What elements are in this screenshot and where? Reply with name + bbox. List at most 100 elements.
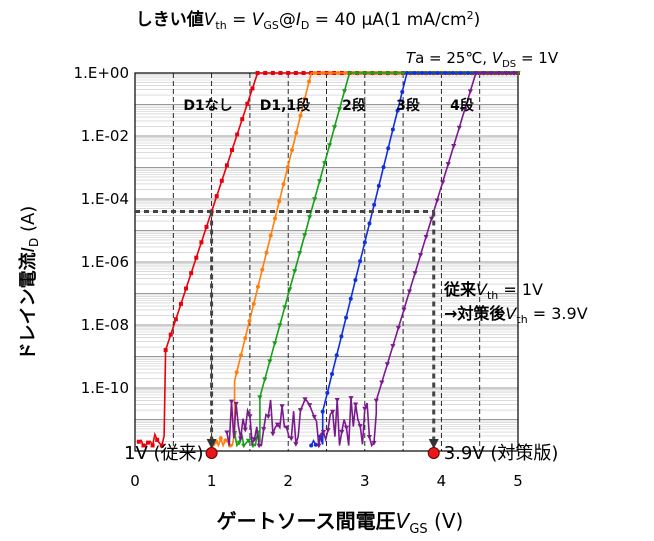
- data-point: [326, 143, 333, 148]
- data-point: [377, 71, 383, 76]
- data-point: [390, 344, 396, 349]
- data-point: [330, 409, 336, 415]
- data-point: [273, 216, 278, 221]
- data-point: [400, 89, 405, 94]
- vth-marker-dot: [427, 447, 440, 459]
- data-point: [427, 71, 432, 75]
- data-point: [293, 71, 298, 75]
- data-point: [353, 402, 359, 408]
- data-point: [330, 372, 335, 377]
- data-point: [224, 163, 229, 168]
- vth-arrow: [206, 439, 217, 449]
- vth-annotation: 従来Vth = 1V →対策後Vth = 3.9V: [443, 280, 588, 326]
- data-point: [311, 414, 317, 420]
- data-point: [294, 130, 299, 135]
- data-point: [251, 301, 256, 306]
- data-point: [184, 286, 189, 291]
- data-point: [240, 117, 245, 122]
- x-tick-label: 2: [283, 472, 293, 490]
- data-point: [331, 125, 338, 130]
- data-point: [362, 406, 368, 412]
- data-point: [281, 182, 286, 187]
- data-point: [369, 71, 376, 76]
- data-point: [150, 443, 155, 448]
- data-point: [348, 396, 354, 401]
- y-tick-label: 1.E-04: [81, 190, 129, 208]
- data-point: [242, 427, 248, 433]
- data-point: [189, 271, 194, 276]
- data-point: [385, 71, 391, 76]
- data-point: [456, 125, 462, 131]
- data-point: [462, 107, 468, 113]
- data-point: [155, 437, 160, 442]
- data-point: [429, 216, 435, 222]
- data-point: [230, 147, 235, 152]
- data-point: [173, 317, 178, 322]
- data-point: [285, 165, 290, 170]
- data-point: [290, 147, 295, 152]
- data-point: [243, 336, 248, 341]
- data-point: [381, 165, 386, 170]
- data-point: [307, 79, 312, 84]
- data-point: [316, 443, 322, 449]
- data-point: [390, 127, 395, 132]
- data-point: [312, 197, 318, 202]
- data-point: [373, 398, 379, 404]
- x-tick-label: 0: [130, 472, 140, 490]
- series-layer: D1なし D1,1段 2段 3段 4段: [136, 71, 521, 449]
- series-5: 4段: [224, 71, 518, 449]
- data-point: [317, 179, 323, 184]
- data-point: [218, 436, 223, 441]
- data-point: [466, 71, 471, 75]
- data-point: [267, 359, 273, 364]
- data-point: [288, 436, 294, 442]
- data-point: [488, 71, 494, 76]
- data-point: [245, 101, 250, 106]
- data-point: [344, 315, 349, 320]
- data-point: [343, 425, 350, 431]
- data-point: [262, 377, 268, 382]
- data-point: [247, 318, 252, 323]
- data-point: [219, 178, 224, 183]
- data-point: [287, 287, 293, 292]
- x-tick-label: 5: [513, 472, 523, 490]
- data-point: [423, 234, 429, 240]
- data-point: [141, 443, 146, 448]
- data-point: [341, 89, 348, 94]
- data-point: [194, 255, 199, 260]
- data-point: [358, 259, 363, 264]
- data-point: [235, 132, 240, 137]
- series-label: D1,1段: [260, 97, 310, 114]
- data-point: [353, 277, 358, 282]
- data-point: [334, 397, 340, 403]
- data-point: [458, 71, 463, 75]
- series-label: 2段: [342, 97, 366, 114]
- data-point: [357, 424, 363, 429]
- data-point: [297, 251, 303, 256]
- data-point: [320, 71, 325, 75]
- data-point: [313, 71, 318, 75]
- data-point: [496, 71, 502, 76]
- data-point: [234, 370, 239, 375]
- data-point: [245, 438, 251, 444]
- data-point: [366, 435, 372, 440]
- data-point: [282, 305, 288, 310]
- data-point: [362, 71, 368, 76]
- chart-title: しきい値Vth = VGS@ID = 40 µA(1 mA/cm2): [136, 9, 481, 32]
- data-point: [284, 425, 290, 431]
- data-point: [395, 325, 402, 331]
- data-point: [168, 332, 173, 337]
- data-point: [376, 183, 381, 188]
- data-point: [223, 438, 228, 443]
- data-point: [255, 71, 260, 75]
- data-point: [279, 404, 285, 409]
- data-point: [238, 353, 243, 358]
- x-axis-label: ゲートソース間電圧VGS (V): [217, 509, 464, 537]
- data-point: [278, 71, 283, 75]
- data-point: [336, 107, 343, 112]
- data-point: [236, 440, 242, 446]
- data-point: [434, 198, 440, 204]
- data-point: [480, 71, 487, 76]
- data-point: [371, 440, 377, 446]
